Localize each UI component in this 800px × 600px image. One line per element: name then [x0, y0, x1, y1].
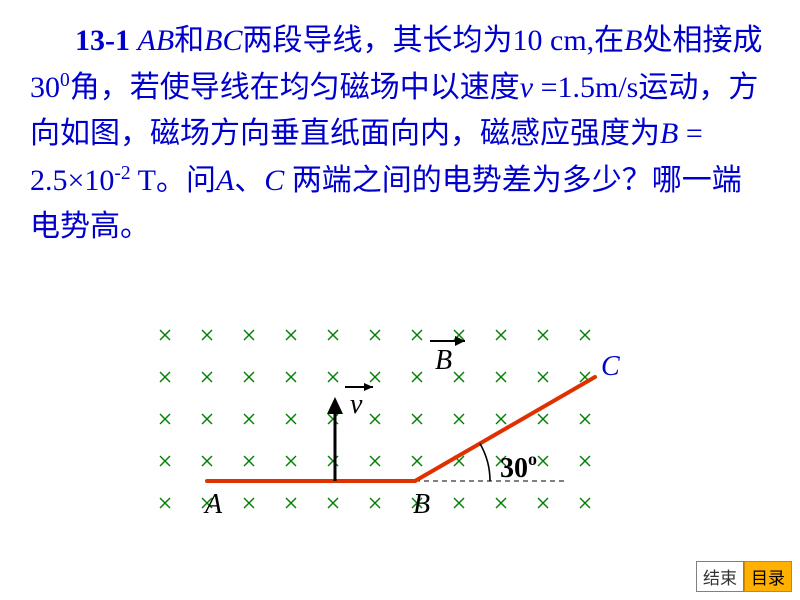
var-B2: B [660, 117, 678, 150]
svg-text:C: C [601, 351, 620, 382]
var-BC: BC [204, 24, 242, 57]
index-button[interactable]: 目录 [744, 561, 792, 592]
svg-text:B: B [413, 489, 430, 520]
footer-buttons: 结束 目录 [696, 561, 792, 592]
var-AB: AB [138, 24, 175, 57]
svg-text:v: v [350, 389, 363, 420]
problem-number: 13-1 [75, 24, 130, 57]
svg-text:A: A [203, 489, 223, 520]
var-C: C [264, 164, 284, 197]
var-A: A [216, 164, 234, 197]
problem-text: 13-1 AB和BC两段导线，其长均为10 cm,在B处相接成300角，若使导线… [0, 0, 800, 251]
svg-text:30o: 30o [500, 449, 537, 484]
var-v: v [520, 71, 533, 104]
end-button[interactable]: 结束 [696, 561, 744, 592]
svg-text:B: B [435, 345, 452, 376]
var-B1: B [624, 24, 642, 57]
physics-diagram: A B C Bv 30o [155, 325, 655, 525]
